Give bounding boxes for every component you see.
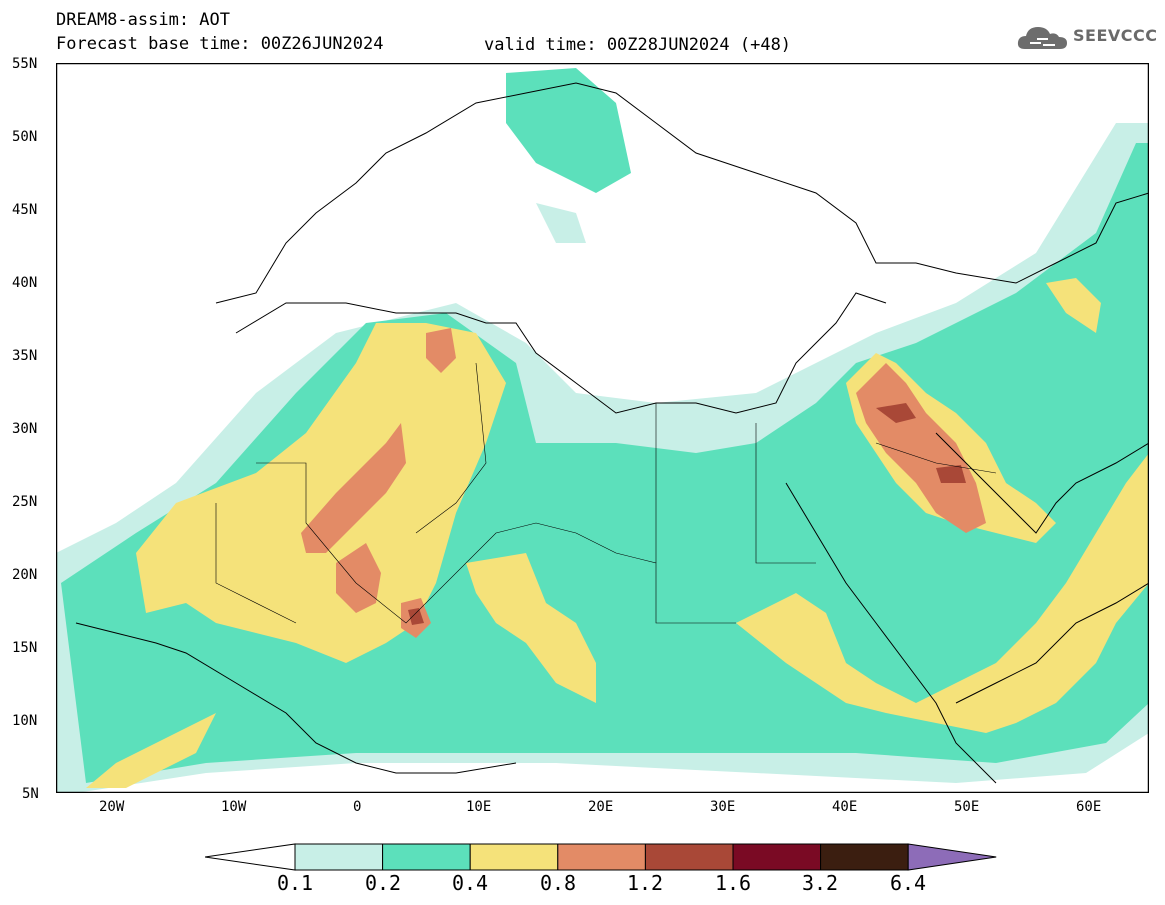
cloud-icon <box>1017 27 1067 49</box>
valid-time: valid time: 00Z28JUN2024 (+48) <box>484 35 792 55</box>
colorbar-swatch <box>557 843 646 871</box>
colorbar-swatch <box>469 843 559 871</box>
colorbar-swatch <box>644 843 734 871</box>
lat-label: 50N <box>12 129 38 145</box>
lat-label: 40N <box>12 275 38 291</box>
seevccc-logo: SEEVCCC <box>1017 23 1157 53</box>
colorbar <box>205 843 997 871</box>
colorbar-label: 0.2 <box>364 871 402 895</box>
colorbar-label: 6.4 <box>889 871 927 895</box>
colorbar-swatch <box>732 843 822 871</box>
logo-text: SEEVCCC <box>1073 26 1158 45</box>
lon-label: 20E <box>588 799 614 815</box>
colorbar-swatch <box>382 843 471 871</box>
lat-label: 30N <box>12 421 38 437</box>
colorbar-swatch <box>820 843 909 871</box>
lon-label: 40E <box>832 799 858 815</box>
lon-label: 10W <box>221 799 247 815</box>
lon-label: 10E <box>466 799 492 815</box>
lat-label: 45N <box>12 202 38 218</box>
lon-label: 30E <box>710 799 736 815</box>
lat-label: 15N <box>12 640 38 656</box>
lat-label: 5N <box>22 786 39 802</box>
forecast-base-time: Forecast base time: 00Z26JUN2024 <box>56 34 384 54</box>
lat-label: 25N <box>12 494 38 510</box>
country-borders <box>215 362 997 624</box>
colorbar-swatch <box>294 843 384 871</box>
lat-label: 55N <box>12 56 38 72</box>
colorbar-label: 1.6 <box>714 871 752 895</box>
colorbar-label: 1.2 <box>626 871 664 895</box>
lat-label: 20N <box>12 567 38 583</box>
coastlines <box>75 82 1149 784</box>
colorbar-label: 0.4 <box>451 871 489 895</box>
colorbar-label: 3.2 <box>801 871 839 895</box>
lon-label: 20W <box>99 799 125 815</box>
lat-label: 10N <box>12 713 38 729</box>
colorbar-label: 0.1 <box>276 871 314 895</box>
map-title: DREAM8-assim: AOT <box>56 10 230 30</box>
aot-map <box>56 63 1149 793</box>
colorbar-arrow-right <box>907 843 997 871</box>
map-border <box>56 63 1149 793</box>
colorbar-label: 0.8 <box>539 871 577 895</box>
lon-label: 0 <box>353 799 362 815</box>
lon-label: 60E <box>1076 799 1102 815</box>
lat-label: 35N <box>12 348 38 364</box>
colorbar-arrow-left <box>205 843 296 871</box>
lon-label: 50E <box>954 799 980 815</box>
